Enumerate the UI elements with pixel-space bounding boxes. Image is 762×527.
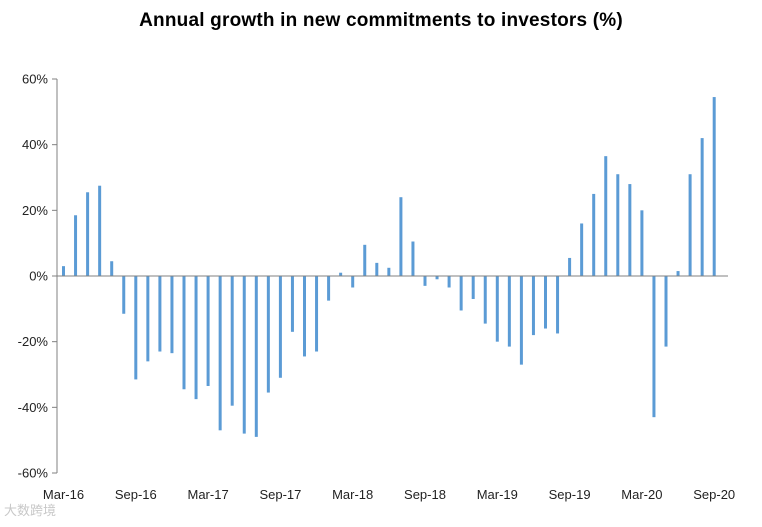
bar-Dec-16	[170, 276, 174, 354]
bar-Jul-16	[110, 261, 114, 276]
x-tick-label: Mar-19	[477, 487, 518, 502]
x-tick-label: Mar-16	[43, 487, 84, 502]
bar-Dec-19	[604, 156, 608, 276]
bar-Mar-19	[495, 276, 499, 342]
bar-Mar-20	[640, 210, 644, 276]
bar-Jun-17	[242, 276, 246, 434]
bar-Aug-20	[700, 138, 704, 276]
bar-Nov-18	[447, 276, 451, 288]
bar-Oct-19	[580, 223, 584, 276]
bar-Apr-16	[74, 215, 78, 276]
bar-Nov-19	[592, 193, 596, 276]
bar-Nov-16	[158, 276, 162, 352]
bars-group	[62, 97, 716, 437]
bar-Apr-18	[363, 244, 367, 276]
bar-Feb-20	[628, 184, 632, 276]
bar-Jun-19	[531, 276, 535, 336]
bar-Jan-20	[616, 174, 620, 276]
bar-Sep-17	[278, 276, 282, 378]
bar-Feb-18	[339, 272, 343, 276]
bar-Nov-17	[303, 276, 306, 357]
x-tick-label: Mar-20	[621, 487, 662, 502]
bar-May-20	[664, 276, 668, 347]
bar-Apr-19	[507, 276, 511, 347]
bar-Jul-19	[544, 276, 547, 329]
x-tick-label: Sep-16	[115, 487, 157, 502]
y-tick-label: 40%	[22, 137, 48, 152]
x-tick-label: Mar-18	[332, 487, 373, 502]
y-tick-label: -20%	[18, 334, 49, 349]
bar-May-16	[86, 192, 90, 276]
bar-Mar-18	[351, 276, 355, 288]
bar-Dec-18	[459, 276, 463, 311]
bar-Dec-17	[315, 276, 319, 352]
bar-Jul-17	[254, 276, 258, 437]
chart-title: Annual growth in new commitments to inve…	[139, 10, 623, 31]
bar-Sep-18	[423, 276, 427, 286]
bar-Aug-16	[122, 276, 126, 314]
bar-Oct-17	[290, 276, 294, 332]
x-tick-label: Sep-20	[693, 487, 735, 502]
bar-Aug-19	[556, 276, 560, 334]
bar-May-19	[519, 276, 523, 365]
y-tick-label: 20%	[22, 203, 48, 218]
bar-Jan-18	[327, 276, 331, 301]
y-axis: 60% 40% 20% 0% -20% -40% -60%	[18, 72, 58, 481]
x-tick-label: Mar-17	[188, 487, 229, 502]
bar-Apr-20	[652, 276, 656, 418]
bar-Sep-20	[712, 97, 716, 276]
bar-Oct-16	[146, 276, 150, 362]
x-axis: Mar-16 Sep-16 Mar-17 Sep-17 Mar-18 Sep-18 Mar-…	[43, 275, 735, 502]
bar-Feb-17	[194, 276, 198, 400]
bar-Sep-16	[134, 276, 138, 380]
bar-Feb-19	[483, 276, 487, 324]
bar-May-18	[375, 262, 379, 276]
x-tick-label: Sep-17	[259, 487, 301, 502]
bar-Jun-18	[387, 267, 391, 276]
bar-Aug-17	[266, 276, 270, 393]
bar-Jun-16	[98, 185, 102, 276]
bar-Sep-19	[568, 257, 572, 276]
x-tick-label: Sep-18	[404, 487, 446, 502]
bar-Oct-18	[435, 276, 439, 280]
bar-Mar-16	[62, 266, 65, 276]
bar-Mar-17	[206, 276, 210, 386]
bar-May-17	[230, 276, 234, 406]
bar-Jun-20	[676, 271, 680, 276]
bar-Aug-18	[411, 241, 415, 276]
bar-Jul-18	[399, 197, 403, 276]
bar-Apr-17	[218, 276, 222, 431]
y-tick-label: 60%	[22, 72, 48, 87]
y-tick-label: 0%	[29, 269, 48, 284]
x-tick-label: Sep-19	[549, 487, 591, 502]
bar-Jan-19	[471, 276, 475, 299]
watermark-text: 大数跨境	[4, 504, 57, 519]
bar-Jul-20	[688, 174, 692, 276]
bar-Jan-17	[182, 276, 186, 390]
y-tick-label: -60%	[18, 466, 49, 481]
y-tick-label: -40%	[18, 400, 49, 415]
